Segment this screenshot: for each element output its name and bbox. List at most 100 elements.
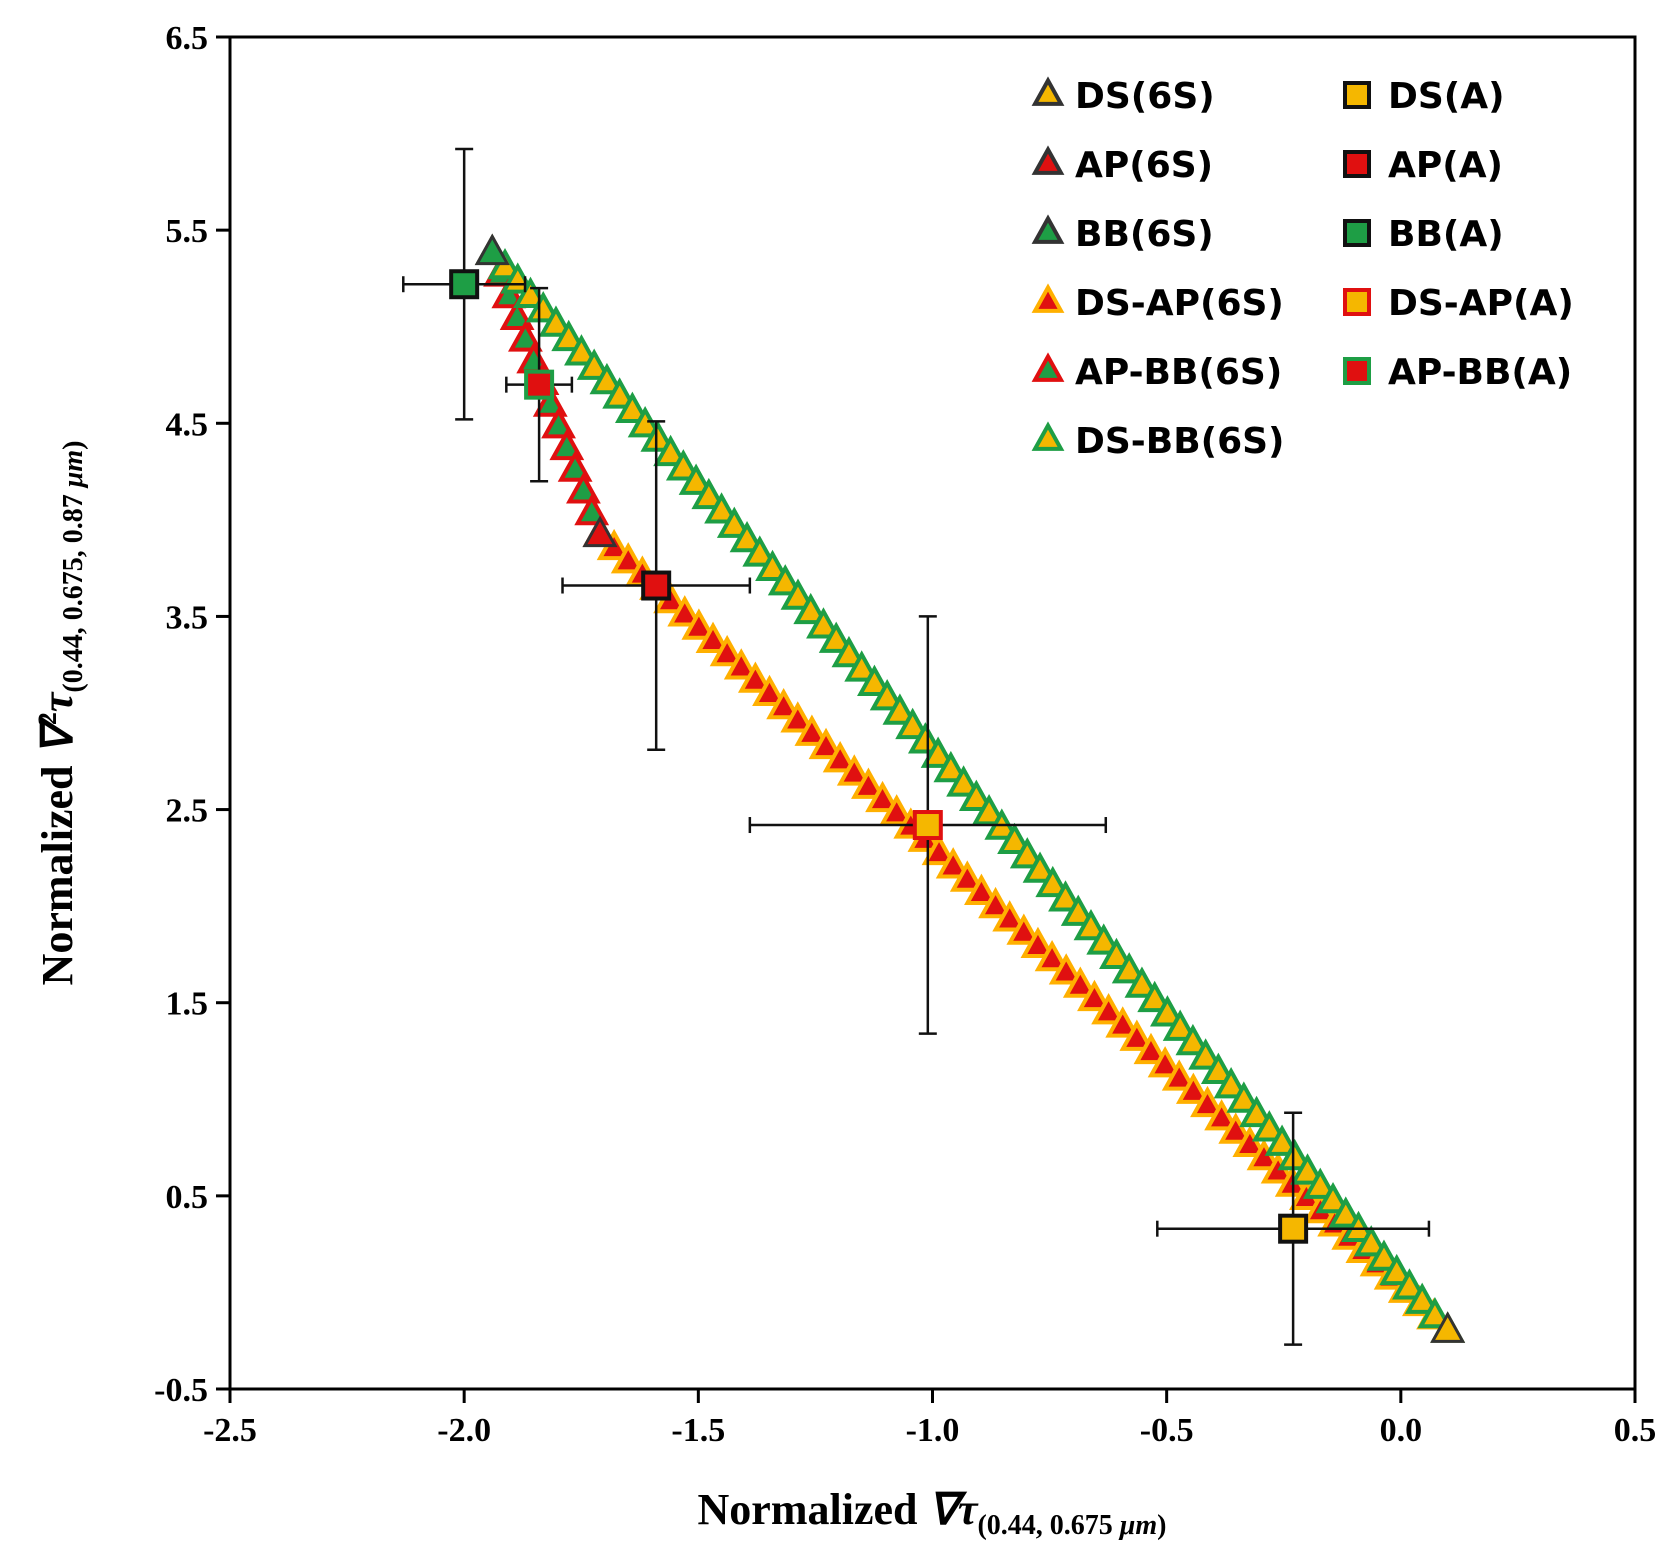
series-marker bbox=[1034, 939, 1070, 972]
series-marker bbox=[532, 385, 568, 417]
x-axis-title-close: ) bbox=[1157, 1510, 1166, 1541]
series-marker bbox=[1022, 851, 1058, 883]
series-marker bbox=[566, 472, 601, 504]
series-marker bbox=[831, 635, 867, 668]
series-marker bbox=[1091, 993, 1126, 1025]
series-marker bbox=[557, 450, 593, 482]
measured-square-marker bbox=[449, 269, 480, 300]
series-marker bbox=[1277, 1138, 1313, 1171]
series-marker bbox=[907, 722, 943, 754]
series-marker bbox=[766, 687, 802, 720]
y-tick-label: 3.5 bbox=[166, 599, 209, 636]
series-marker bbox=[1204, 1099, 1240, 1131]
x-tick-label: 0.5 bbox=[1614, 1412, 1657, 1449]
y-axis-title-close: ) bbox=[58, 441, 89, 450]
series-marker bbox=[1119, 1019, 1155, 1051]
series-marker bbox=[882, 693, 918, 725]
x-tick-label: -1.0 bbox=[906, 1412, 960, 1449]
y-tick-label: -0.5 bbox=[154, 1372, 208, 1409]
series-marker bbox=[729, 520, 765, 553]
series-marker bbox=[1239, 1095, 1274, 1128]
series-marker bbox=[1162, 1009, 1198, 1041]
series-marker bbox=[716, 506, 752, 538]
series-marker bbox=[678, 463, 714, 495]
series-marker bbox=[695, 621, 731, 653]
x-axis-title-subscript: (0.44, 0.675 bbox=[977, 1510, 1119, 1541]
series-marker bbox=[1009, 837, 1045, 869]
endpoint-markers bbox=[474, 233, 1466, 1343]
series-marker bbox=[640, 420, 676, 452]
legend-marker bbox=[1031, 214, 1065, 244]
y-tick-label: 0.5 bbox=[166, 1179, 209, 1216]
legend-marker bbox=[1343, 357, 1371, 385]
series-marker bbox=[808, 727, 844, 760]
series-marker bbox=[1188, 1038, 1224, 1070]
series-marker bbox=[978, 886, 1013, 919]
series-marker bbox=[1366, 1239, 1402, 1271]
legend-label: AP(6S) bbox=[1075, 145, 1213, 186]
series-marker bbox=[794, 714, 830, 746]
series-marker bbox=[895, 707, 931, 740]
series-marker bbox=[549, 428, 585, 461]
series-marker bbox=[949, 860, 985, 892]
series-marker bbox=[1404, 1282, 1440, 1314]
x-axis-title-prefix: Normalized bbox=[698, 1485, 929, 1534]
series-marker bbox=[541, 407, 576, 439]
series-marker bbox=[513, 276, 548, 309]
legend-marker bbox=[1343, 219, 1371, 247]
series-marker bbox=[665, 449, 701, 481]
x-tick-label: -1.5 bbox=[671, 1412, 725, 1449]
series-marker bbox=[1290, 1153, 1325, 1185]
x-tick-label: -2.5 bbox=[203, 1412, 257, 1449]
series-marker bbox=[997, 822, 1032, 855]
legend-marker bbox=[1031, 421, 1065, 451]
legend-label: DS(A) bbox=[1388, 76, 1505, 117]
series-marker bbox=[1060, 894, 1096, 926]
series-marker bbox=[589, 362, 625, 395]
series-marker bbox=[1417, 1296, 1453, 1329]
endpoint-triangle-marker bbox=[1430, 1311, 1466, 1343]
series-marker bbox=[1099, 937, 1134, 970]
series-marker bbox=[1111, 952, 1147, 984]
legend-label: DS-AP(A) bbox=[1388, 283, 1574, 324]
series-marker bbox=[1218, 1112, 1254, 1144]
y-axis-title-subscript: (0.44, 0.675, 0.87 bbox=[58, 487, 89, 692]
series-marker bbox=[564, 334, 599, 366]
y-axis-title-prefix: Normalized bbox=[33, 755, 82, 986]
series-marker bbox=[857, 664, 892, 696]
series-marker bbox=[752, 674, 787, 707]
series-marker bbox=[1073, 908, 1109, 941]
series-marker bbox=[1175, 1072, 1211, 1104]
y-axis-ticks: -0.5 0.5 1.5 2.5 3.5 4.5 5.5 6.5 bbox=[154, 20, 230, 1409]
series-marker bbox=[964, 873, 999, 905]
series-marker bbox=[818, 621, 854, 653]
series-marker bbox=[992, 900, 1028, 932]
series-marker bbox=[491, 276, 527, 309]
series-marker bbox=[920, 736, 956, 768]
series-marker bbox=[1226, 1081, 1262, 1113]
legend-label: BB(A) bbox=[1388, 214, 1504, 255]
series-marker bbox=[1124, 966, 1160, 998]
legend-marker bbox=[1031, 76, 1065, 106]
series-marker bbox=[933, 750, 969, 783]
series-marker bbox=[538, 305, 574, 337]
x-tick-label: -0.5 bbox=[1140, 1412, 1194, 1449]
series-marker bbox=[780, 701, 816, 733]
series-marker bbox=[1161, 1059, 1197, 1091]
series-marker bbox=[1048, 880, 1083, 912]
legend-label: BB(6S) bbox=[1075, 214, 1214, 255]
series-marker bbox=[709, 634, 745, 667]
series-marker bbox=[1379, 1253, 1415, 1286]
series-marker bbox=[1062, 966, 1098, 998]
series-marker bbox=[1048, 953, 1084, 985]
series-layer bbox=[474, 233, 1466, 1343]
series-marker bbox=[1264, 1124, 1300, 1156]
series-marker bbox=[806, 607, 841, 639]
endpoint-triangle-marker bbox=[474, 233, 510, 266]
series-marker bbox=[610, 542, 646, 574]
y-axis-title: Normalized ∇2τ(0.44, 0.675, 0.87 μm) bbox=[33, 441, 89, 986]
series-marker bbox=[767, 564, 803, 596]
endpoint-triangle-marker bbox=[582, 515, 618, 548]
series-marker bbox=[921, 833, 957, 866]
